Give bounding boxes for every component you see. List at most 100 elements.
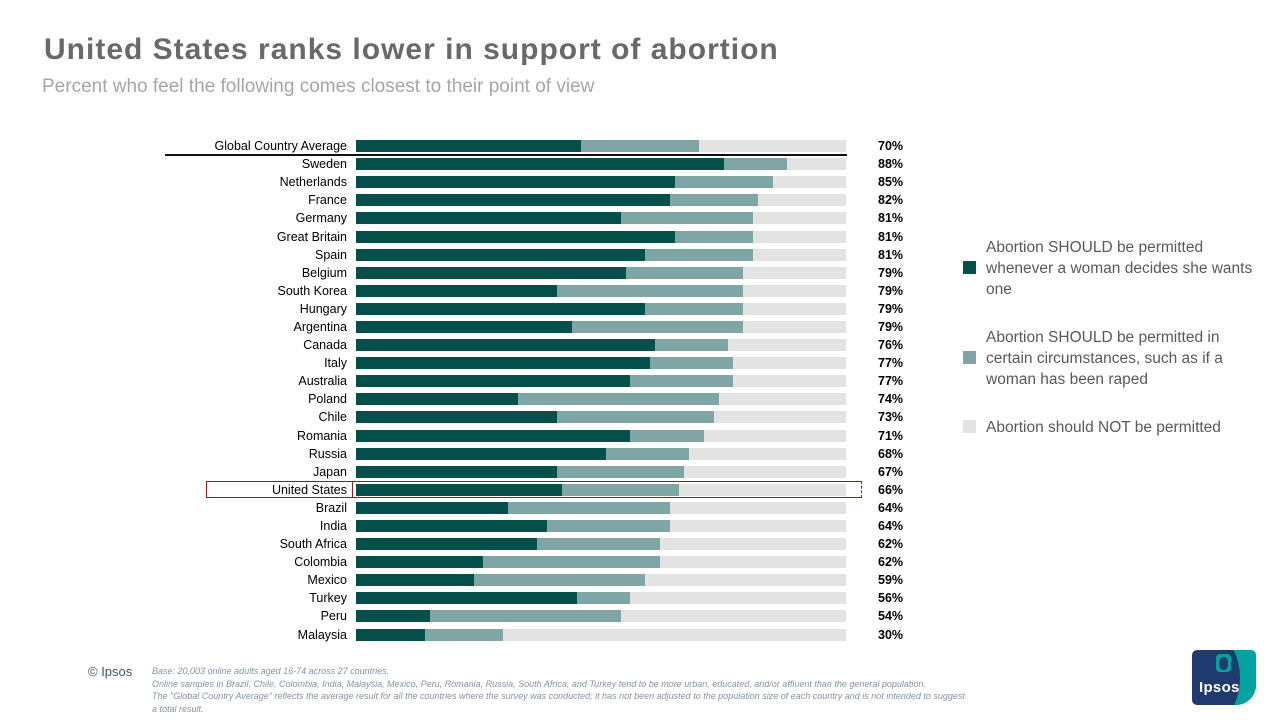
bar-segment [356,140,582,153]
footnote-line: Online samples in Brazil, Chile, Colombi… [152,678,926,689]
total-percent-label: 30% [878,627,904,642]
total-percent-label: 64% [878,519,904,534]
bar-segment [757,194,846,207]
chart-row: Spain 81% [157,246,947,264]
total-percent-label: 56% [878,591,904,606]
total-percent-label: 62% [878,537,904,552]
country-label: Global Country Average [214,139,348,154]
bar-segment [356,320,572,333]
bar-track [356,501,846,514]
bar-segment [356,357,650,370]
chart-row: Hungary 79% [157,300,947,318]
bar-segment [507,501,670,514]
bar-segment [356,212,621,225]
total-percent-label: 71% [878,428,904,443]
bar-segment [728,339,846,352]
page-subtitle: Percent who feel the following comes clo… [42,76,595,97]
country-label: Colombia [294,555,347,570]
bar-segment [620,212,753,225]
bar-segment [356,574,474,587]
country-label: Japan [312,464,347,479]
bar-segment [356,158,724,171]
total-percent-label: 77% [878,374,904,389]
bar-segment [645,248,753,261]
bar-segment [752,212,846,225]
legend-label: Abortion should NOT be permitted [986,419,1221,436]
bar-track [356,140,846,153]
country-label: Hungary [299,301,347,316]
chart-row: Peru 54% [157,607,947,625]
chart-row: Belgium 79% [157,264,947,282]
country-label: Russia [308,446,347,461]
bar-segment [630,592,846,605]
country-label: Malaysia [297,627,347,642]
bar-track [356,393,846,406]
copyright-label: © Ipsos [88,664,133,679]
bar-segment [537,538,660,551]
bar-segment [679,483,846,496]
bar-segment [356,302,646,315]
bar-track [356,375,846,388]
bar-segment [556,284,744,297]
chart-row: Russia 68% [157,445,947,463]
chart-row: Global Country Average 70% [157,137,947,157]
bar-track [356,556,846,569]
bar-segment [571,320,744,333]
chart-row: Malaysia 30% [157,626,947,644]
ipsos-logo: Ipsos [1192,650,1256,705]
country-label: Italy [324,356,347,371]
bar-segment [625,266,744,279]
bar-track [356,230,846,243]
country-label: Turkey [309,591,347,606]
country-label: Chile [318,410,348,425]
bar-segment [356,465,557,478]
page-title: United States ranks lower in support of … [44,33,779,66]
bar-track [356,248,846,261]
bar-segment [743,266,846,279]
bar-segment [356,284,557,297]
chart-row: Japan 67% [157,463,947,481]
bar-segment [620,610,846,623]
bar-segment [356,248,646,261]
total-percent-label: 81% [878,211,904,226]
country-label: Spain [315,247,347,262]
bar-segment [356,194,670,207]
bar-segment [689,447,846,460]
bar-segment [703,429,846,442]
bar-segment [743,320,846,333]
bar-segment [752,230,846,243]
chart-row: Chile 73% [157,408,947,426]
country-label: Australia [298,374,347,389]
bar-segment [556,411,714,424]
chart: Global Country Average 70% Sweden 88% Nether… [157,137,947,644]
bar-segment [630,375,734,388]
bar-track [356,176,846,189]
country-label: Mexico [307,573,347,588]
bar-track [356,592,846,605]
legend-label: Abortion SHOULD be permitted whenever a … [986,239,1253,298]
country-label: Netherlands [279,175,347,190]
country-label: Great Britain [276,229,347,244]
legend-swatch [963,261,976,274]
bar-track [356,447,846,460]
bar-segment [698,140,846,153]
total-percent-label: 68% [878,446,904,461]
legend-label: Abortion SHOULD be permitted in certain … [986,329,1223,388]
bar-segment [723,158,788,171]
country-label: United States [271,482,347,497]
bar-segment [356,230,675,243]
bar-segment [473,574,646,587]
logo-wordmark: Ipsos [1199,679,1240,696]
footnotes: Base: 20,003 online adults aged 16-74 ac… [152,665,1082,715]
bar-segment [517,393,719,406]
total-percent-label: 79% [878,265,904,280]
bar-segment [356,628,425,641]
legend-swatch [963,351,976,364]
bar-segment [718,393,846,406]
bar-track [356,538,846,551]
bar-segment [356,339,655,352]
bar-segment [605,447,690,460]
bar-track [356,610,846,623]
bar-segment [424,628,503,641]
chart-row: South Korea 79% [157,282,947,300]
